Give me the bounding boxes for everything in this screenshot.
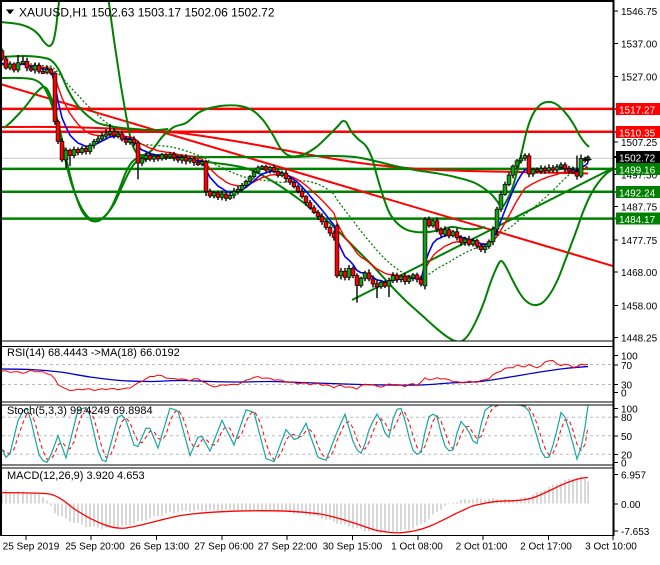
svg-text:100: 100 (621, 352, 638, 363)
svg-text:1546.75: 1546.75 (621, 7, 658, 18)
svg-text:1510.35: 1510.35 (619, 128, 656, 139)
svg-text:1 Oct 08:00: 1 Oct 08:00 (391, 542, 443, 553)
svg-text:27 Sep 22:00: 27 Sep 22:00 (258, 542, 318, 553)
svg-text:27 Sep 06:00: 27 Sep 06:00 (194, 542, 254, 553)
svg-text:RSI(14) 68.4443 ->MA(18) 66.0: RSI(14) 68.4443 ->MA(18) 66.0192 (7, 347, 180, 359)
svg-text:1484.17: 1484.17 (619, 215, 656, 226)
svg-text:25 Sep 20:00: 25 Sep 20:00 (65, 542, 125, 553)
svg-text:50: 50 (621, 432, 633, 443)
svg-text:20: 20 (621, 450, 633, 461)
svg-text:1458.00: 1458.00 (621, 301, 658, 312)
svg-text:80: 80 (621, 413, 633, 424)
svg-text:1468.00: 1468.00 (621, 268, 658, 279)
svg-text:MACD(12,26,9) 3.920 4.653: MACD(12,26,9) 3.920 4.653 (7, 470, 145, 482)
svg-text:1502.72: 1502.72 (619, 154, 656, 165)
svg-text:30 Sep 15:00: 30 Sep 15:00 (323, 542, 383, 553)
svg-text:-7.653: -7.653 (621, 527, 650, 538)
svg-text:1527.00: 1527.00 (621, 73, 658, 84)
svg-text:1507.25: 1507.25 (621, 138, 658, 149)
svg-text:1497.50: 1497.50 (621, 170, 658, 181)
svg-text:1448.25: 1448.25 (621, 334, 658, 345)
svg-text:25 Sep 2019: 25 Sep 2019 (3, 542, 60, 553)
svg-text:1499.16: 1499.16 (619, 165, 656, 176)
svg-text:2 Oct 01:00: 2 Oct 01:00 (456, 542, 508, 553)
svg-text:0.00: 0.00 (621, 500, 641, 511)
svg-text:1487.75: 1487.75 (621, 203, 658, 214)
svg-text:1537.00: 1537.00 (621, 39, 658, 50)
svg-text:70: 70 (621, 361, 633, 372)
svg-text:2 Oct 17:00: 2 Oct 17:00 (520, 542, 572, 553)
svg-text:1492.24: 1492.24 (619, 188, 656, 199)
svg-text:30: 30 (621, 380, 633, 391)
svg-text:XAUUSD,H1 1502.63 1503.17 150: XAUUSD,H1 1502.63 1503.17 1502.06 1502.7… (19, 6, 275, 20)
svg-text:26 Sep 13:00: 26 Sep 13:00 (130, 542, 190, 553)
svg-text:6.957: 6.957 (621, 471, 646, 482)
svg-text:100: 100 (621, 405, 638, 416)
svg-text:1477.75: 1477.75 (621, 236, 658, 247)
svg-text:0: 0 (621, 459, 627, 470)
svg-text:1517.27: 1517.27 (619, 105, 656, 116)
svg-text:Stoch(5,3,3) 99.4249 69.8984: Stoch(5,3,3) 99.4249 69.8984 (7, 405, 153, 417)
svg-text:0: 0 (621, 389, 627, 400)
svg-text:3 Oct 10:00: 3 Oct 10:00 (585, 542, 637, 553)
